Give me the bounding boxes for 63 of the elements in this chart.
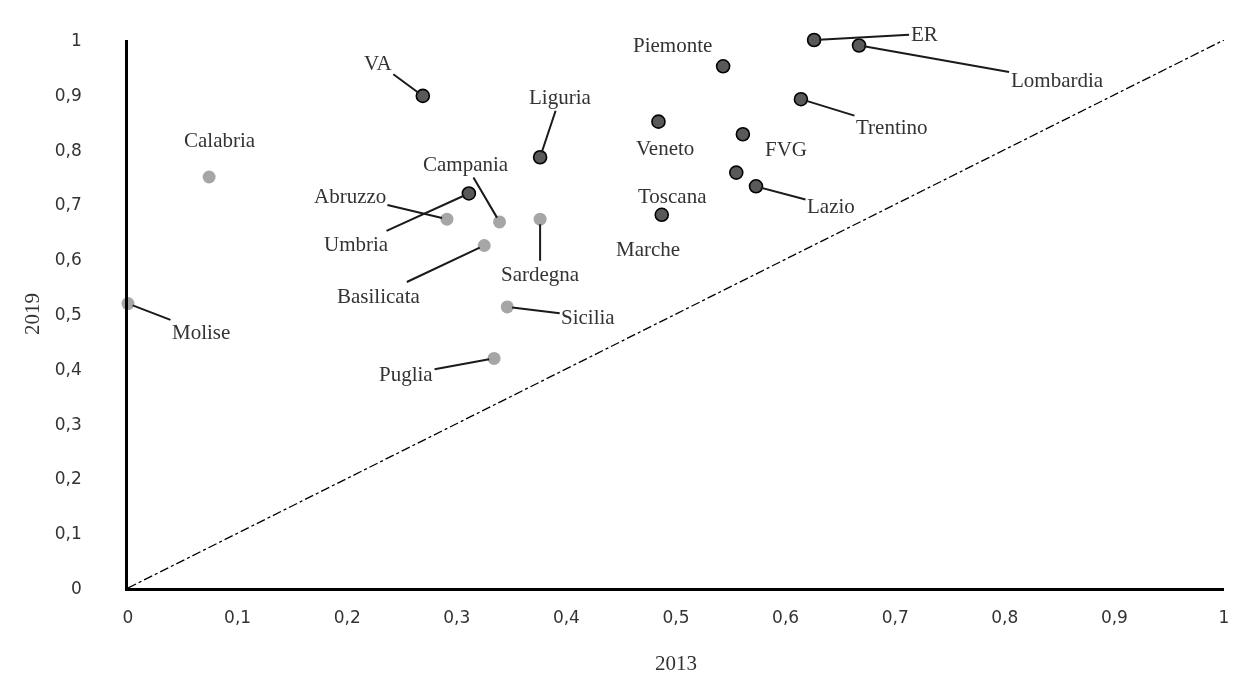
x-axis-title: 2013 (655, 651, 697, 676)
annotation: Basilicata (337, 284, 421, 308)
point (748, 179, 764, 194)
y-tick-label: 0,6 (54, 249, 82, 270)
x-tick-label: 0,8 (991, 607, 1019, 628)
point (651, 114, 666, 129)
annotation: Liguria (529, 85, 592, 109)
annotation: Piemonte (633, 33, 713, 57)
x-tick-label: 0,1 (224, 607, 252, 628)
x-tick-label: 0 (122, 607, 134, 628)
annotation: Sicilia (561, 305, 616, 329)
point (533, 212, 547, 226)
point (851, 38, 867, 53)
annotation: Abruzzo (314, 184, 387, 208)
y-tick-label: 0,7 (54, 194, 82, 215)
annotation: Campania (423, 152, 509, 176)
point (500, 300, 514, 314)
y-tick-label: 0,2 (54, 468, 82, 489)
point (440, 212, 454, 226)
annotation: Veneto (636, 136, 695, 160)
point (735, 126, 751, 142)
y-tick-label: 1 (71, 29, 82, 50)
y-axis-title: 2019 (19, 293, 44, 335)
annotation: Molise (172, 320, 231, 344)
annotation: Calabria (184, 128, 256, 152)
point (654, 207, 670, 223)
point (715, 59, 731, 74)
point (728, 165, 744, 180)
x-tick-label: 0,4 (552, 607, 580, 628)
annotation: Toscana (638, 184, 708, 208)
x-tick-label: 0,2 (333, 607, 361, 628)
x-tick-label: 0,9 (1100, 607, 1128, 628)
annotation: Trentino (856, 115, 928, 139)
point (532, 149, 548, 165)
x-tick-label: 0,6 (772, 607, 800, 628)
x-tick-label: 0,7 (881, 607, 909, 628)
point (793, 91, 809, 107)
point (806, 32, 822, 48)
x-tick-label: 0,5 (662, 607, 690, 628)
y-tick-label: 0 (71, 577, 82, 598)
annotation: Marche (616, 237, 681, 261)
annotation: ER (911, 22, 938, 46)
point (477, 239, 491, 252)
y-tick-label: 0,3 (54, 413, 82, 434)
y-tick-label: 0,1 (54, 523, 82, 544)
point (493, 215, 507, 229)
y-tick-label: 0,8 (54, 139, 82, 160)
y-tick-label: 0,9 (54, 84, 82, 105)
y-tick-label: 0,5 (54, 303, 82, 324)
annotation: VA (364, 51, 393, 75)
annotation: Lombardia (1011, 68, 1104, 92)
annotation: Puglia (379, 362, 434, 386)
x-tick-label: 0,3 (443, 607, 471, 628)
y-tick-label: 0,4 (54, 358, 82, 379)
annotation: Umbria (324, 232, 389, 256)
annotation: Sardegna (501, 262, 580, 286)
annotation: FVG (765, 137, 808, 161)
point (461, 186, 477, 201)
x-tick-label: 1 (1218, 607, 1230, 628)
point (202, 170, 216, 184)
annotation: Lazio (807, 194, 855, 218)
point (487, 351, 501, 365)
point (415, 88, 431, 104)
